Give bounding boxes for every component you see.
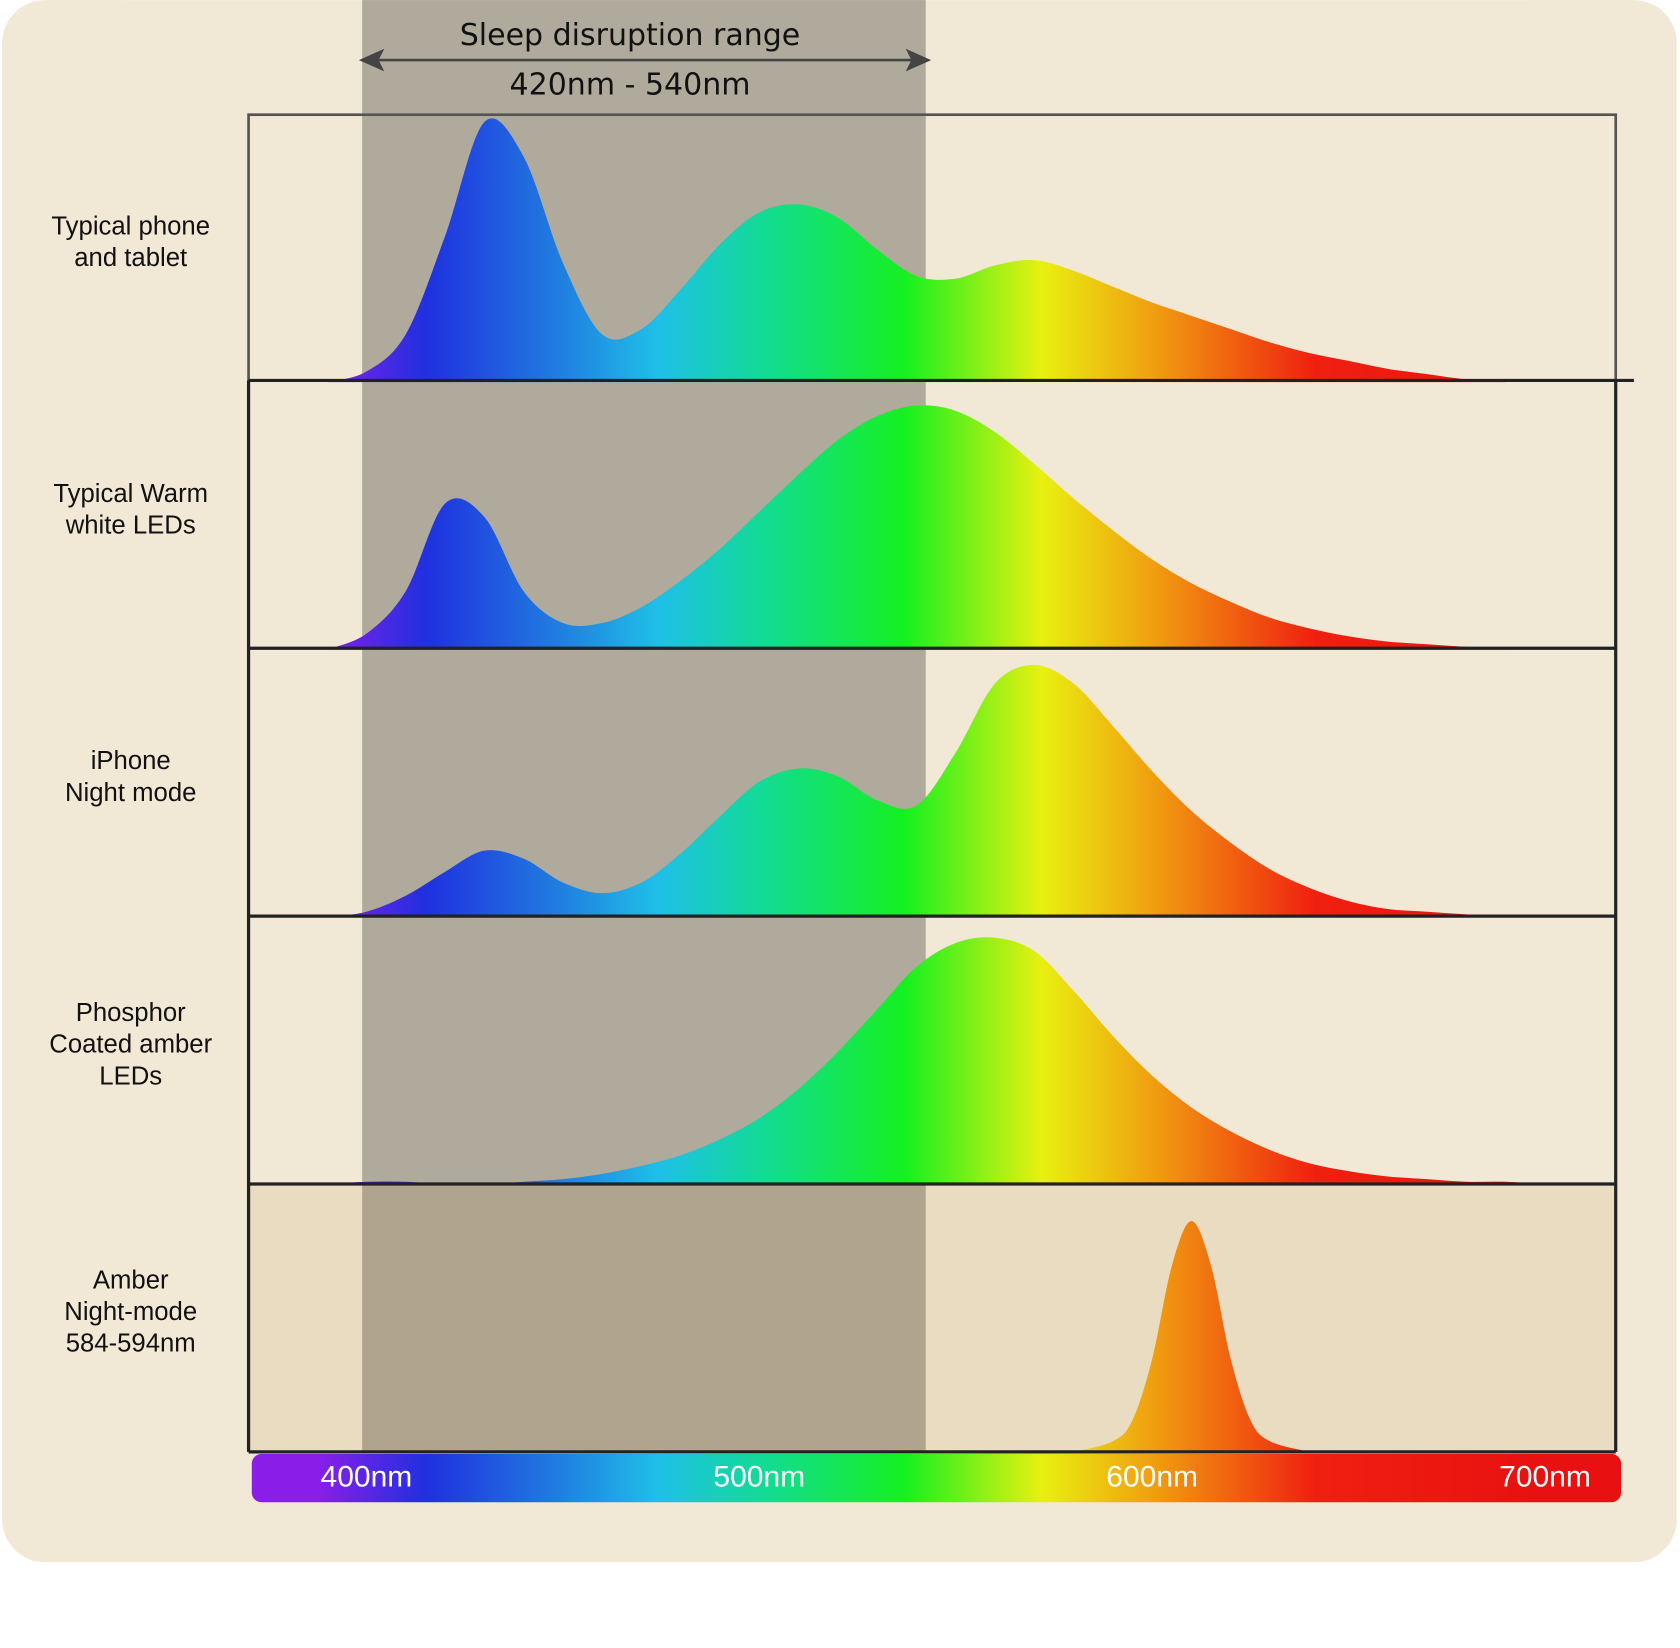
series-label: Night-mode bbox=[64, 1298, 197, 1326]
series-label: and tablet bbox=[74, 244, 187, 272]
range-subtitle: 420nm - 540nm bbox=[510, 67, 751, 102]
x-tick-label: 400nm bbox=[321, 1461, 413, 1494]
series-label: Phosphor bbox=[76, 999, 186, 1027]
x-tick-label: 700nm bbox=[1499, 1461, 1591, 1494]
disruption-band bbox=[362, 1184, 926, 1452]
spectrum-area bbox=[327, 118, 1506, 383]
arrow-head bbox=[905, 48, 932, 72]
series-label: Amber bbox=[93, 1267, 169, 1295]
series-label: Typical phone bbox=[51, 212, 210, 240]
range-arrow bbox=[358, 48, 932, 72]
spectrum-area bbox=[1073, 1221, 1310, 1452]
range-title: Sleep disruption range bbox=[460, 18, 801, 53]
arrow-head bbox=[358, 48, 385, 72]
series-label: iPhone bbox=[91, 747, 171, 775]
series-label: white LEDs bbox=[65, 511, 196, 539]
colorbar bbox=[251, 1454, 1622, 1503]
panel-frames bbox=[246, 378, 1634, 1454]
series-label: LEDs bbox=[99, 1062, 162, 1090]
x-tick-label: 500nm bbox=[713, 1461, 805, 1494]
x-tick-label: 600nm bbox=[1106, 1461, 1198, 1494]
series-label: Night mode bbox=[65, 779, 196, 807]
spectrum-area bbox=[327, 937, 1546, 1185]
series-label: Typical Warm bbox=[53, 480, 208, 508]
spectrum-area bbox=[327, 664, 1506, 917]
series-label: 584-594nm bbox=[66, 1330, 196, 1358]
series-label: Coated amber bbox=[49, 1031, 212, 1059]
curves bbox=[327, 118, 1546, 1452]
spectrum-area bbox=[327, 405, 1506, 650]
